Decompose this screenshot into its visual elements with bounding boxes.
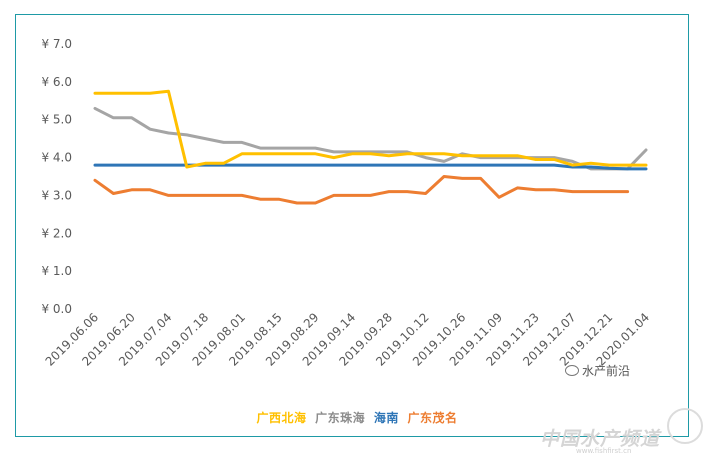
y-tick-label: ¥ 1.0 [41, 264, 72, 278]
chart-frame [15, 14, 689, 437]
series-line-0 [93, 89, 648, 169]
legend: 广西北海 广东珠海 海南 广东茂名 [0, 409, 714, 426]
series-line-3 [93, 175, 630, 205]
url-watermark: www.fishfirst.cn [576, 447, 632, 455]
y-tick-label: ¥ 2.0 [41, 226, 72, 240]
y-tick-label: ¥ 0.0 [41, 302, 72, 316]
legend-item-guangdong-zhuhai: 广东珠海 [315, 411, 366, 425]
legend-item-guangdong-maoming: 广东茂名 [407, 411, 458, 425]
series-line-2 [93, 163, 648, 171]
brand-watermark: 中国水产频道 [540, 428, 661, 450]
y-tick-label: ¥ 4.0 [41, 151, 72, 165]
legend-item-hainan: 海南 [373, 411, 399, 425]
wechat-watermark: 水产前沿 [565, 362, 630, 379]
wechat-watermark-text: 水产前沿 [582, 364, 631, 378]
series-line-1 [93, 106, 648, 171]
y-tick-label: ¥ 6.0 [41, 75, 72, 89]
wechat-icon [565, 365, 579, 376]
y-tick-label: ¥ 7.0 [41, 37, 72, 51]
legend-item-guangxi-beihai: 广西北海 [256, 411, 307, 425]
y-tick-label: ¥ 5.0 [41, 113, 72, 127]
globe-logo-icon [667, 408, 703, 444]
y-tick-label: ¥ 3.0 [41, 188, 72, 202]
